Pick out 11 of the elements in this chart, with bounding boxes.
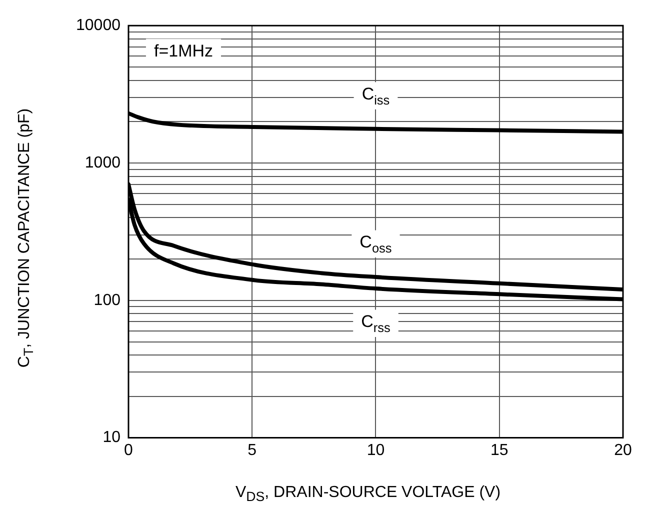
y-tick-label: 100 — [94, 292, 121, 309]
y-tick-label: 10000 — [76, 17, 121, 34]
x-tick-label: 10 — [366, 442, 385, 459]
annotation: f=1MHz — [154, 41, 214, 60]
x-tick-label: 15 — [490, 442, 508, 459]
y-tick-label: 1000 — [84, 154, 121, 172]
x-axis-title: V$_{DS}$, DRAIN-SOURCE VOLTAGE (V) — [234, 484, 502, 504]
x-tick-label: 0 — [124, 442, 134, 459]
x-tick-label: 5 — [248, 442, 257, 459]
y-tick-label: 10 — [102, 429, 121, 446]
x-tick-label: 20 — [614, 442, 632, 459]
